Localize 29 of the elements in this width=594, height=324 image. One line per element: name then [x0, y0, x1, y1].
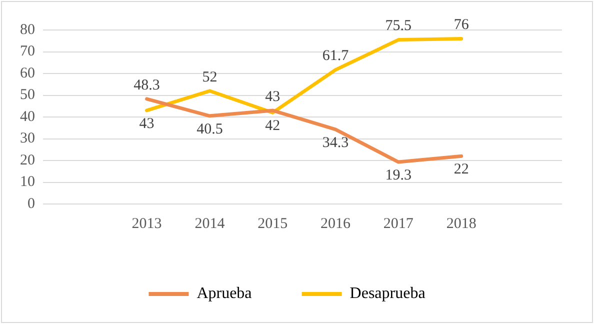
y-tick-label: 70 — [20, 44, 35, 60]
data-label: 75.5 — [385, 18, 412, 34]
data-label: 61.7 — [322, 48, 350, 64]
x-tick-label: 2018 — [446, 216, 476, 232]
legend-label: Aprueba — [196, 285, 252, 302]
data-label: 40.5 — [196, 121, 223, 138]
x-tick-label: 2015 — [258, 216, 288, 232]
x-tick-label: 2016 — [320, 216, 352, 232]
y-tick-label: 10 — [20, 174, 35, 190]
data-label: 48.3 — [134, 77, 160, 94]
y-tick-label: 20 — [20, 152, 35, 168]
y-tick-label: 60 — [20, 65, 35, 82]
data-label: 19.3 — [385, 167, 412, 184]
data-label: 43 — [139, 116, 154, 132]
legend-label: Desaprueba — [350, 285, 426, 302]
x-tick-label: 2017 — [383, 216, 414, 232]
data-label: 34.3 — [322, 134, 349, 151]
y-tick-label: 50 — [20, 87, 35, 104]
y-tick-label: 40 — [20, 108, 35, 125]
data-label: 22 — [454, 162, 469, 178]
data-label: 52 — [202, 69, 218, 86]
x-tick-label: 2013 — [132, 216, 162, 232]
x-tick-label: 2014 — [194, 216, 226, 232]
y-tick-label: 30 — [20, 130, 35, 147]
y-tick-label: 80 — [20, 22, 35, 38]
data-label: 76 — [454, 17, 470, 34]
y-tick-label: 0 — [28, 196, 35, 212]
data-label: 42 — [265, 118, 280, 134]
data-label: 43 — [265, 88, 280, 105]
